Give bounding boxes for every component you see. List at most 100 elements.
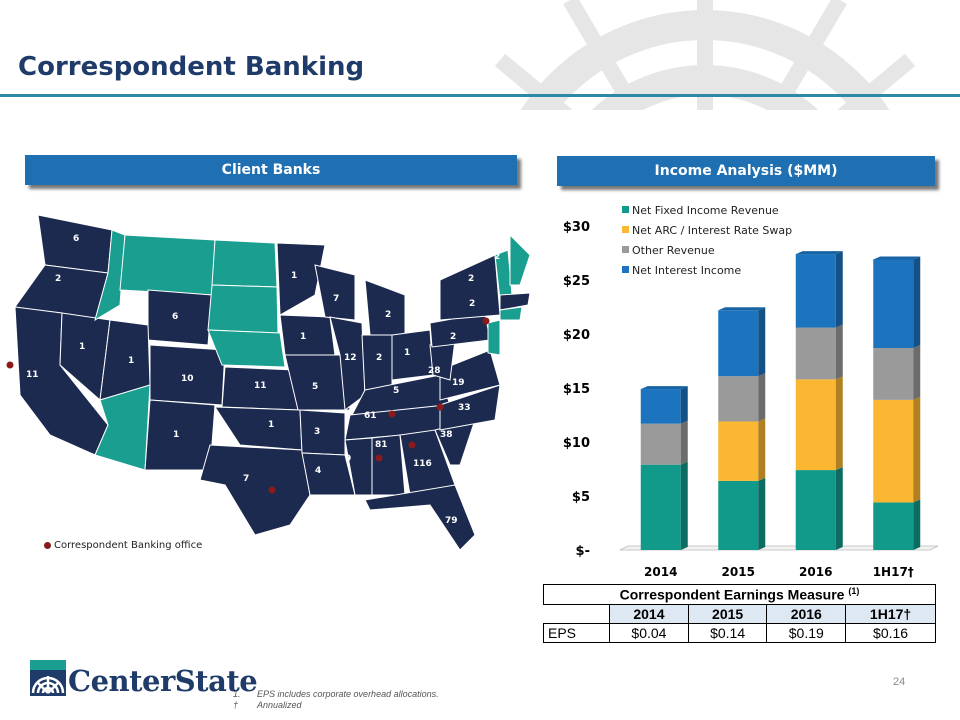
- footnote-mark: 1.: [233, 689, 241, 699]
- bar-segment-side: [913, 345, 921, 400]
- bar-segment: [795, 470, 836, 550]
- bar-segment: [873, 502, 914, 550]
- state-texas: [199, 444, 311, 536]
- bar-segment: [640, 464, 681, 550]
- state-illinois: [329, 316, 366, 411]
- bar-segment-side: [680, 461, 688, 550]
- x-tick-label: 2014: [644, 565, 677, 579]
- bar-segment: [640, 423, 681, 465]
- bar-top: [795, 251, 843, 255]
- eps-table-title: Correspondent Earnings Measure (1): [543, 584, 936, 605]
- map-count: 4: [315, 466, 322, 476]
- footnote: 1. EPS includes corporate overhead alloca…: [233, 689, 439, 700]
- centerstate-logo-text: CenterState: [68, 664, 258, 698]
- map-count: 19: [452, 378, 465, 388]
- legend-label: Net Interest Income: [632, 264, 741, 277]
- office-marker: [408, 441, 416, 449]
- client-banks-header: Client Banks: [25, 155, 517, 185]
- map-count: 1: [268, 420, 275, 430]
- x-tick-label: 2016: [799, 565, 832, 579]
- state-michigan: [364, 279, 406, 336]
- bar-segment-side: [913, 256, 921, 349]
- bar-segment-side: [835, 467, 843, 550]
- footnote-text: EPS includes corporate overhead allocati…: [257, 689, 439, 699]
- eps-table-corner: [544, 604, 610, 623]
- bar-segment: [873, 348, 914, 400]
- state-new-mexico: [144, 399, 216, 471]
- legend-swatch: [622, 266, 629, 273]
- income-analysis-chart: Net Fixed Income Revenue Net ARC / Intere…: [563, 204, 939, 579]
- state-connecticut-ri: [499, 306, 523, 321]
- legend-label: Net Fixed Income Revenue: [632, 204, 779, 217]
- state-florida: [364, 484, 476, 551]
- state-oklahoma: [214, 406, 303, 451]
- map-count: 10: [181, 374, 194, 384]
- office-marker: [268, 486, 276, 494]
- eps-value: $0.19: [766, 622, 847, 643]
- state-virginia: [439, 349, 501, 401]
- eps-table: Correspondent Earnings Measure (1) 2014 …: [542, 584, 936, 643]
- map-count: 79: [445, 516, 458, 526]
- footnote: † Annualized: [233, 700, 439, 711]
- background-logo-arcs: [494, 0, 916, 110]
- map-count: 1: [300, 332, 307, 342]
- state-south-dakota: [207, 284, 279, 334]
- us-client-banks-map: [6, 214, 531, 551]
- bar-segment-side: [835, 324, 843, 380]
- map-count: 1: [173, 430, 180, 440]
- map-count: 3: [314, 427, 321, 437]
- y-tick-label: $-: [576, 544, 590, 559]
- y-tick-label: $10: [563, 436, 590, 451]
- eps-table-title-note: (1): [848, 586, 860, 596]
- x-tick-label: 2015: [722, 565, 755, 579]
- map-count: 2: [55, 274, 62, 284]
- bar-segment: [718, 421, 759, 481]
- map-count: 5: [312, 382, 319, 392]
- state-washington: [37, 214, 113, 274]
- office-marker: [6, 361, 14, 369]
- eps-value: $0.04: [609, 622, 689, 643]
- page-number: 24: [893, 676, 906, 688]
- state-ohio: [391, 329, 434, 381]
- office-legend-label: Correspondent Banking office: [54, 540, 203, 551]
- legend-swatch: [622, 246, 629, 253]
- map-count: 11: [254, 381, 267, 391]
- map-count: 1: [79, 342, 86, 352]
- legend-swatch: [622, 226, 629, 233]
- office-marker: [482, 317, 490, 325]
- map-count: 116: [413, 459, 432, 469]
- office-marker: [436, 403, 444, 411]
- map-count: 5: [393, 386, 400, 396]
- bar-segment: [873, 259, 914, 349]
- map-count: 11: [26, 370, 39, 380]
- state-missouri: [284, 354, 351, 411]
- footnotes: 1. EPS includes corporate overhead alloca…: [233, 689, 439, 711]
- bar-top: [640, 386, 688, 390]
- bar-segment-side: [758, 418, 766, 481]
- state-massachusetts: [499, 292, 531, 311]
- centerstate-logo-icon: [30, 660, 66, 696]
- y-tick-label: $20: [563, 328, 590, 343]
- office-legend: Correspondent Banking office: [44, 540, 202, 551]
- legend-label: Net ARC / Interest Rate Swap: [632, 224, 792, 237]
- y-tick-label: $25: [563, 274, 590, 289]
- map-count: 6: [73, 234, 80, 244]
- map-count: 28: [428, 366, 441, 376]
- eps-value: $0.14: [687, 622, 768, 643]
- footnote-mark: †: [233, 700, 239, 710]
- eps-table-title-text: Correspondent Earnings Measure: [619, 586, 845, 603]
- state-wisconsin: [314, 264, 356, 321]
- bar-top: [718, 307, 766, 311]
- legend-swatch: [622, 206, 629, 213]
- map-count: 81: [375, 440, 388, 450]
- map-count: 1: [530, 298, 537, 308]
- map-count: 1: [404, 348, 411, 358]
- map-count: 2: [494, 252, 501, 262]
- state-wyoming: [147, 289, 213, 346]
- state-north-dakota: [211, 239, 278, 288]
- bar-segment: [795, 254, 836, 328]
- state-idaho: [94, 229, 126, 322]
- y-tick-label: $30: [563, 220, 590, 235]
- map-count: 6: [496, 364, 503, 374]
- map-count: 2: [376, 353, 383, 363]
